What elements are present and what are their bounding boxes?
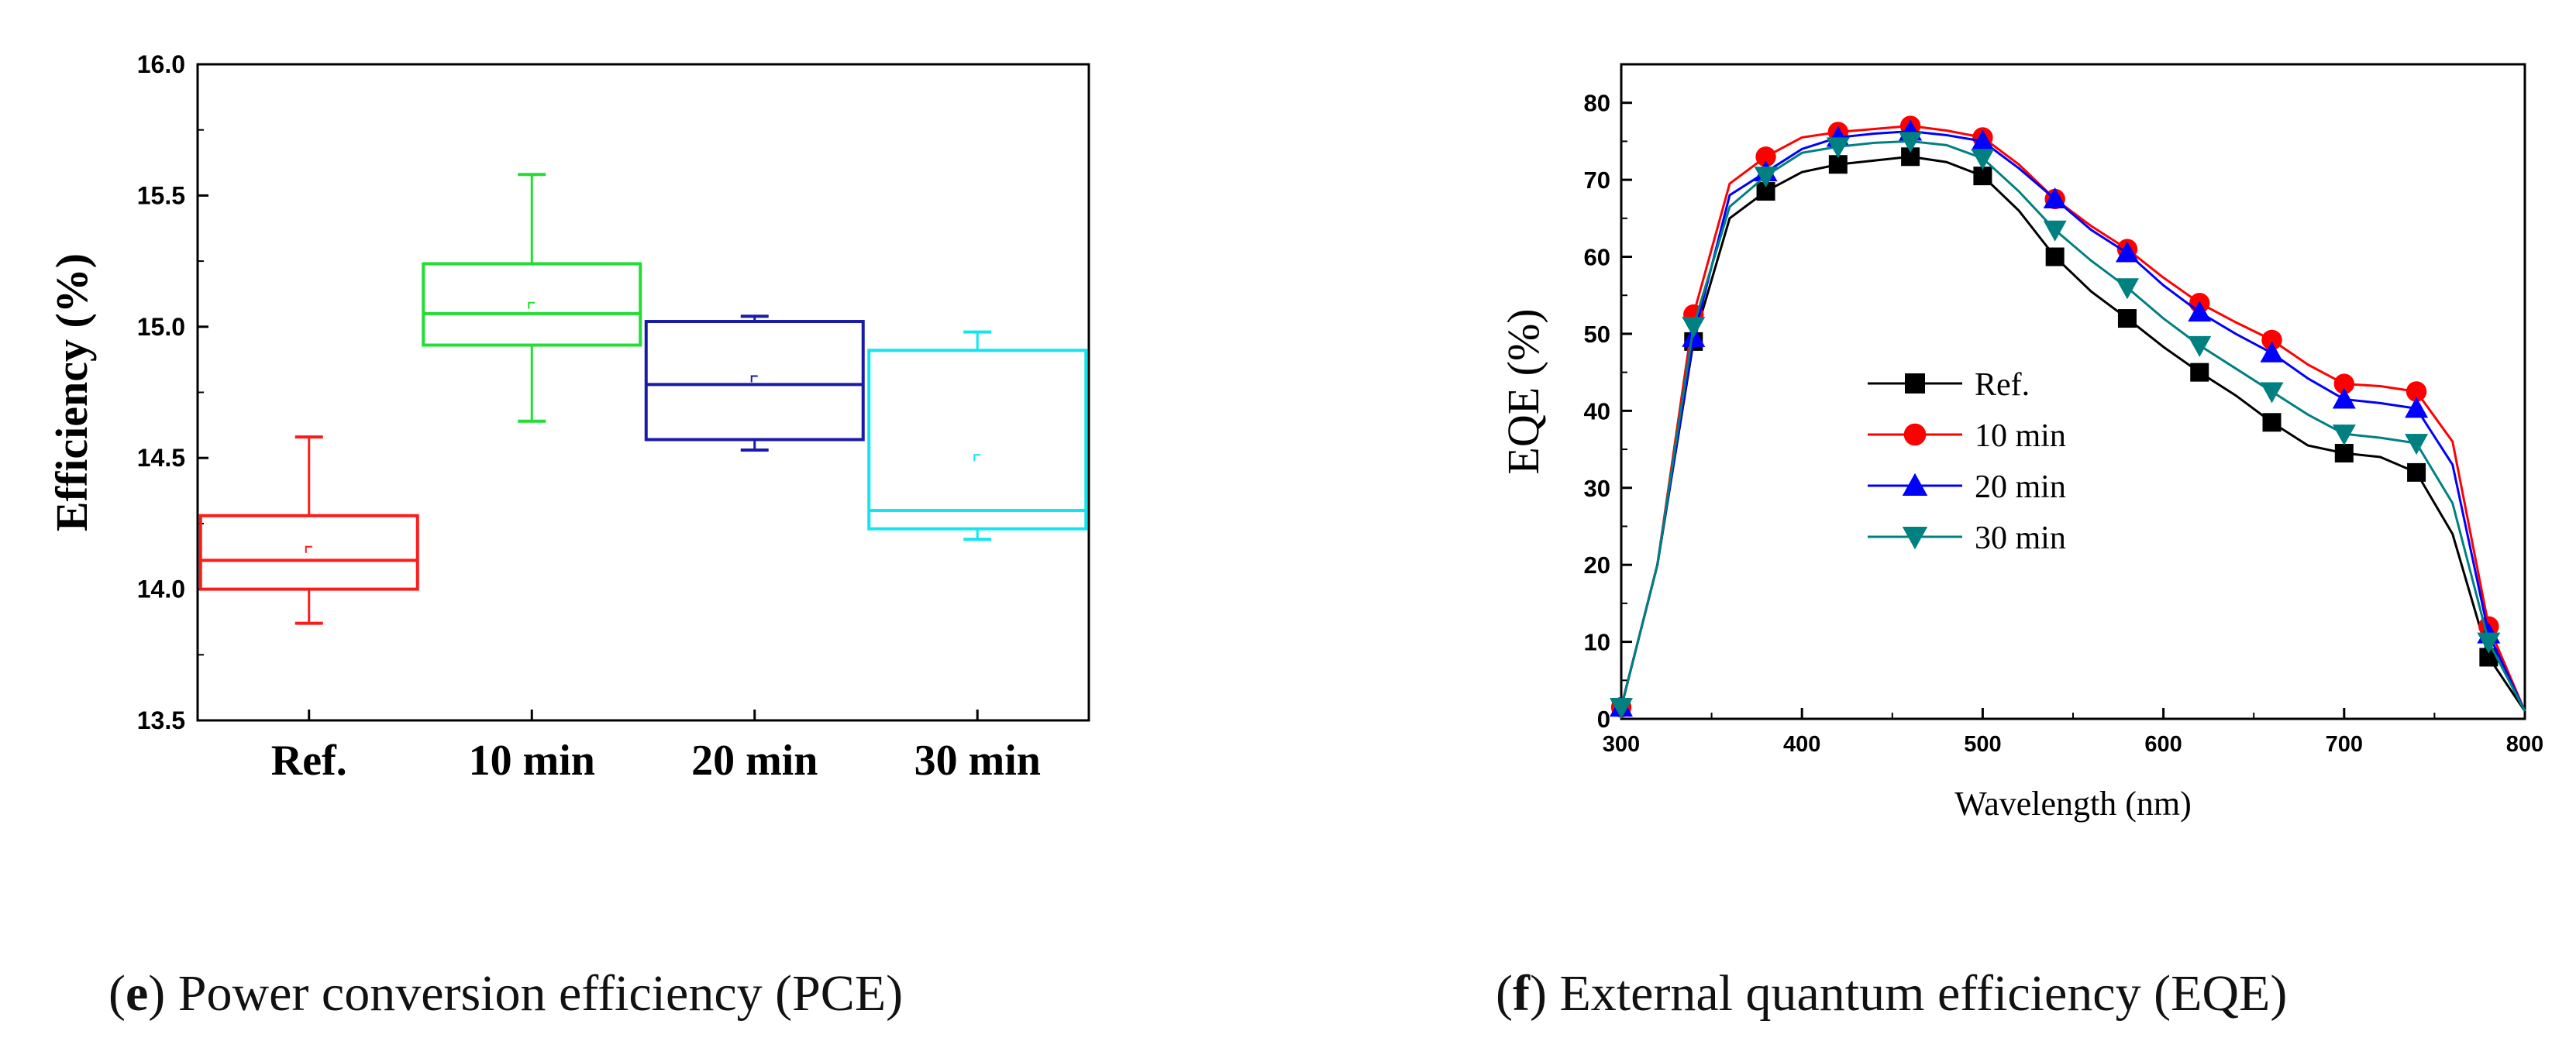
caption-f: (f) External quantum efficiency (EQE) bbox=[1496, 965, 2288, 1022]
plot-frame bbox=[196, 63, 1090, 722]
caption-f-text: External quantum efficiency (EQE) bbox=[1559, 965, 2288, 1022]
x-tick-label: 800 bbox=[2506, 732, 2543, 757]
y-tick-label: 0 bbox=[1597, 706, 1610, 733]
legend-label: 20 min bbox=[1975, 469, 2066, 505]
y-tick-label: 60 bbox=[1584, 244, 1610, 271]
x-tick-label: 10 min bbox=[469, 737, 595, 785]
caption-e: (e) Power conversion efficiency (PCE) bbox=[108, 965, 904, 1022]
y-tick-label: 16.0 bbox=[137, 50, 185, 78]
mean-marker bbox=[305, 545, 312, 553]
data-point bbox=[2043, 220, 2067, 242]
y-tick-label: 14.5 bbox=[137, 444, 185, 472]
data-point bbox=[2333, 373, 2354, 394]
y-tick-label: 13.5 bbox=[137, 706, 185, 734]
data-point bbox=[1903, 423, 1927, 446]
data-point bbox=[2115, 241, 2139, 263]
x-tick-label: 700 bbox=[2326, 732, 2363, 757]
data-point bbox=[1971, 129, 1995, 151]
data-point bbox=[2405, 397, 2429, 418]
mean-marker bbox=[528, 301, 536, 309]
y-tick-label: 15.5 bbox=[137, 181, 185, 209]
x-tick-label: 30 min bbox=[914, 737, 1041, 785]
data-point bbox=[2260, 382, 2284, 404]
box-body bbox=[422, 262, 642, 347]
legend-item: Ref. bbox=[1868, 367, 2030, 403]
x-tick-label: 300 bbox=[1603, 732, 1640, 757]
y-axis-label: EQE (%) bbox=[1498, 308, 1548, 474]
data-point bbox=[1610, 698, 1633, 720]
y-tick-label: 50 bbox=[1584, 321, 1610, 348]
data-point bbox=[2406, 381, 2427, 402]
data-point bbox=[2188, 335, 2212, 357]
y-tick-label: 80 bbox=[1584, 90, 1610, 117]
data-point bbox=[2188, 301, 2212, 322]
data-point bbox=[2332, 387, 2356, 409]
box-ref- bbox=[198, 435, 419, 625]
caption-e-letter: e bbox=[125, 965, 149, 1022]
data-point bbox=[1971, 149, 1995, 170]
data-point bbox=[1754, 167, 1778, 188]
y-tick-label: 30 bbox=[1584, 475, 1610, 502]
x-tick-label: 500 bbox=[1964, 732, 2001, 757]
caption-f-letter: f bbox=[1512, 965, 1530, 1022]
x-tick-label: 400 bbox=[1783, 732, 1820, 757]
legend-label: 30 min bbox=[1975, 521, 2066, 556]
box-body bbox=[867, 349, 1088, 531]
x-tick-label: 20 min bbox=[691, 737, 818, 785]
series-line bbox=[1620, 139, 2526, 712]
x-tick-label: 600 bbox=[2144, 732, 2182, 757]
eqe-line-chart: 0 10 20 30 40 50 60 70 80 300 400 500 600 700 800 Wavel… bbox=[1498, 63, 2543, 823]
caption-e-text: Power conversion efficiency (PCE) bbox=[177, 965, 904, 1022]
x-axis-label: Wavelength (nm) bbox=[1954, 785, 2192, 823]
data-point bbox=[2262, 413, 2282, 432]
data-point bbox=[2405, 434, 2429, 455]
mean-marker bbox=[973, 454, 981, 462]
data-point bbox=[1905, 373, 1925, 394]
y-axis-label: Efficiency (%) bbox=[46, 253, 97, 531]
legend: Ref. 10 min 20 min 30 min bbox=[1868, 367, 2066, 556]
y-tick-label: 70 bbox=[1584, 167, 1610, 194]
box-10-min bbox=[422, 173, 642, 423]
data-point bbox=[2043, 187, 2067, 208]
data-point bbox=[2115, 278, 2139, 300]
series-30-min bbox=[1610, 132, 2526, 720]
series-20-min bbox=[1610, 119, 2526, 717]
data-point bbox=[2261, 329, 2282, 351]
y-tick-label: 15.0 bbox=[137, 313, 185, 341]
data-point bbox=[2407, 462, 2426, 482]
y-tick-label: 40 bbox=[1584, 397, 1610, 424]
box-30-min bbox=[867, 330, 1088, 541]
mean-marker bbox=[750, 375, 758, 383]
y-tick-label: 10 bbox=[1584, 629, 1610, 656]
legend-item: 20 min bbox=[1868, 469, 2066, 505]
y-tick-label: 14.0 bbox=[137, 576, 185, 603]
data-point bbox=[1902, 473, 1928, 496]
x-tick-label: Ref. bbox=[271, 737, 347, 785]
legend-label: 10 min bbox=[1975, 418, 2066, 454]
box-body bbox=[198, 514, 419, 591]
y-tick-label: 20 bbox=[1584, 552, 1610, 579]
box-body bbox=[644, 320, 865, 442]
data-point bbox=[2045, 247, 2065, 266]
pce-box-chart: 13.5 14.0 14.5 15.0 15.5 16.0 Ref. 10 min 20 min… bbox=[46, 50, 1090, 785]
series-ref- bbox=[1612, 147, 2526, 717]
data-point bbox=[1902, 527, 1928, 550]
data-point bbox=[2332, 424, 2356, 446]
data-point bbox=[1755, 146, 1776, 167]
legend-label: Ref. bbox=[1975, 367, 2030, 403]
series-line bbox=[1620, 129, 2526, 712]
data-point bbox=[2260, 341, 2284, 363]
data-point bbox=[1682, 317, 1706, 338]
legend-item: 10 min bbox=[1868, 418, 2066, 454]
data-point bbox=[2334, 444, 2354, 463]
data-point bbox=[1899, 132, 1923, 153]
box-20-min bbox=[644, 314, 865, 452]
data-point bbox=[2117, 309, 2137, 328]
series-line bbox=[1620, 155, 2526, 712]
legend-item: 30 min bbox=[1868, 521, 2066, 556]
data-point bbox=[1826, 137, 1850, 159]
data-point bbox=[2477, 632, 2501, 654]
data-point bbox=[2190, 363, 2209, 382]
